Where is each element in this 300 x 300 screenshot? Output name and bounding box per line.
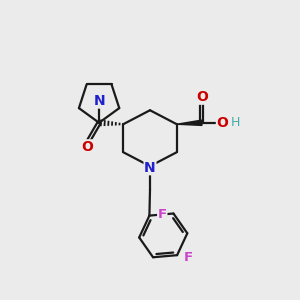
Text: N: N xyxy=(93,94,105,108)
Text: F: F xyxy=(158,208,167,221)
Text: O: O xyxy=(217,116,228,130)
Polygon shape xyxy=(177,120,202,125)
Text: N: N xyxy=(144,161,156,175)
Text: H: H xyxy=(231,116,240,129)
Text: F: F xyxy=(184,251,193,264)
Text: O: O xyxy=(81,140,93,154)
Text: O: O xyxy=(196,90,208,104)
